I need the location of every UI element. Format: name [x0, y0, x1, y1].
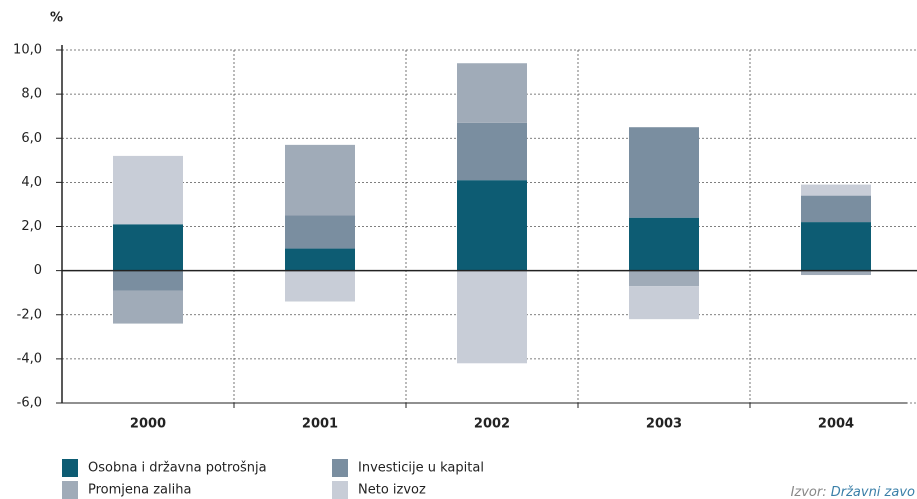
bar-segment [457, 180, 527, 271]
legend-label: Neto izvoz [358, 483, 426, 498]
x-tick-label: 2001 [302, 417, 338, 432]
bar-segment [629, 286, 699, 320]
x-tick-label: 2000 [130, 417, 166, 432]
y-tick-label: -2,0 [17, 307, 42, 322]
y-tick-label: 2,0 [21, 219, 42, 234]
y-axis-label: % [50, 11, 63, 26]
source-label: Izvor: [791, 485, 827, 499]
x-tick-label: 2002 [474, 417, 510, 432]
bar-segment [113, 155, 183, 225]
legend-swatch [332, 459, 348, 477]
bar-segment [801, 195, 871, 223]
y-tick-label: 10,0 [13, 43, 42, 58]
y-tick-label: -4,0 [17, 351, 42, 366]
legend-swatch [62, 481, 78, 499]
legend-label: Osobna i državna potrošnja [88, 461, 267, 476]
y-tick-label: -6,0 [17, 396, 42, 411]
source: Izvor: Državni zavo [791, 485, 915, 499]
x-tick-label: 2003 [646, 417, 682, 432]
legend-label: Investicije u kapital [358, 461, 484, 476]
bar-segment [629, 127, 699, 218]
bar-segment [113, 224, 183, 271]
bar-segment [113, 290, 183, 324]
y-tick-label: 4,0 [21, 175, 42, 190]
bar-segment [457, 63, 527, 123]
legend-label: Promjena zaliha [88, 483, 191, 498]
bar-segment [285, 270, 355, 302]
y-tick-label: 6,0 [21, 131, 42, 146]
source-name: Državni zavo [831, 485, 915, 499]
bar-segment [285, 248, 355, 271]
x-tick-label: 2004 [818, 417, 854, 432]
bar-segment [285, 144, 355, 216]
bar-segment [113, 270, 183, 291]
bar-segment [801, 270, 871, 276]
bar-segment [457, 122, 527, 181]
bar-segment [801, 222, 871, 271]
bar-segment [629, 217, 699, 271]
legend-swatch [332, 481, 348, 499]
y-tick-label: 8,0 [21, 87, 42, 102]
bar-segment [629, 270, 699, 287]
bar-segment [801, 184, 871, 196]
legend-swatch [62, 459, 78, 477]
y-tick-label: 0 [34, 263, 42, 278]
bar-segment [285, 215, 355, 249]
bar-segment [457, 270, 527, 364]
